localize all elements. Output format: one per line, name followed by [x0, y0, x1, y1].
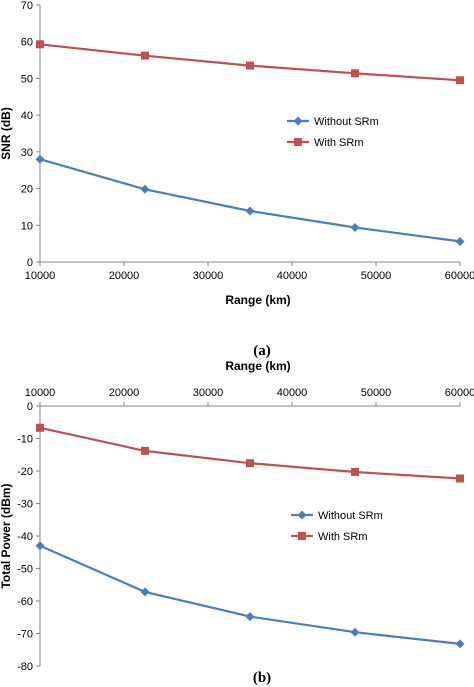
x-tick-label: 40000: [277, 387, 308, 399]
chart-panel-a: 0 10 20 30 40 50 60 70 10000 20000 30000 40000 50000…: [0, 0, 474, 359]
y-tick-label: -40: [17, 531, 33, 543]
x-axis-title: Range (km): [225, 359, 290, 373]
panel-caption: (b): [253, 670, 271, 686]
x-tick-label: 50000: [361, 270, 392, 282]
data-point-with-srm: [36, 423, 44, 432]
data-point-with-srm: [141, 51, 149, 60]
y-tick-label: -70: [17, 629, 33, 641]
x-tick-label: 30000: [193, 270, 224, 282]
y-tick-label: 0: [27, 257, 33, 269]
data-point-without-srm: [245, 612, 255, 622]
data-point-without-srm: [455, 639, 465, 649]
data-point-with-srm: [141, 446, 149, 455]
data-point-with-srm: [246, 459, 254, 468]
legend-label-without-srm: Without SRm: [318, 510, 383, 522]
series-line-without-srm: [39, 158, 461, 243]
legend-label-without-srm: Without SRm: [314, 116, 379, 128]
data-point-without-srm: [35, 541, 45, 551]
y-tick-label: -80: [17, 661, 33, 673]
y-tick-label: 40: [21, 110, 33, 122]
x-tick-label: 10000: [25, 387, 56, 399]
x-tick-label: 40000: [277, 270, 308, 282]
y-tick-label: -60: [17, 596, 33, 608]
x-axis-title: Range (km): [225, 293, 290, 307]
legend-marker-with-srm: [294, 138, 302, 146]
data-point-without-srm: [140, 587, 150, 597]
legend-marker-with-srm: [298, 532, 306, 540]
legend-label-with-srm: With SRm: [314, 137, 364, 149]
data-point-without-srm: [245, 206, 255, 216]
data-point-without-srm: [455, 236, 465, 246]
chart-panel-b: 0 -10 -20 -30 -40 -50 -60 -70 -80 10000 20000 30000…: [0, 359, 474, 686]
data-point-with-srm: [351, 467, 359, 476]
y-tick-label: -30: [17, 499, 33, 511]
legend-marker-without-srm: [297, 510, 307, 520]
x-tick-label: 10000: [25, 270, 56, 282]
x-tick-label: 60000: [445, 270, 474, 282]
y-tick-label: 70: [21, 0, 33, 12]
y-tick-label: -50: [17, 564, 33, 576]
y-tick-label: 50: [21, 73, 33, 85]
x-tick-label: 20000: [109, 270, 140, 282]
y-tick-label: 60: [21, 37, 33, 49]
data-point-with-srm: [36, 40, 44, 49]
x-tick-label: 30000: [193, 387, 224, 399]
data-point-with-srm: [456, 474, 464, 483]
data-point-without-srm: [350, 222, 360, 232]
data-point-without-srm: [35, 154, 45, 164]
x-tick-label: 50000: [361, 387, 392, 399]
y-tick-label: 20: [21, 184, 33, 196]
legend-marker-without-srm: [293, 116, 303, 126]
data-point-with-srm: [456, 76, 464, 85]
series-line-with-srm: [39, 426, 461, 480]
legend-label-with-srm: With SRm: [318, 531, 368, 543]
series-line-without-srm: [39, 544, 461, 645]
y-tick-label: 10: [21, 220, 33, 232]
y-tick-label: -20: [17, 466, 33, 478]
data-point-with-srm: [351, 69, 359, 78]
panel-caption: (a): [253, 343, 271, 359]
data-point-without-srm: [140, 184, 150, 194]
y-tick-label: -10: [17, 434, 33, 446]
y-tick-label: 0: [27, 401, 33, 413]
data-point-without-srm: [350, 627, 360, 637]
y-axis-title: Total Power (dBm): [0, 483, 13, 588]
x-tick-label: 60000: [445, 387, 474, 399]
x-tick-label: 20000: [109, 387, 140, 399]
y-tick-label: 30: [21, 147, 33, 159]
data-point-with-srm: [246, 61, 254, 70]
y-axis-title: SNR (dB): [0, 107, 13, 160]
